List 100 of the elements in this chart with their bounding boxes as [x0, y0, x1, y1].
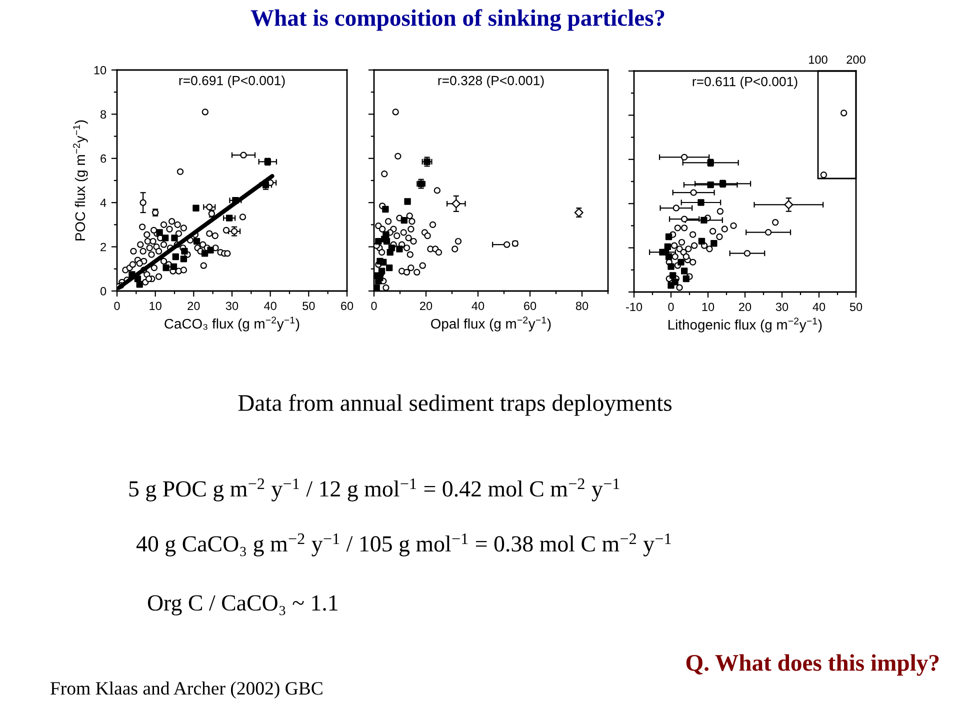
point — [672, 253, 678, 260]
point — [226, 214, 233, 222]
point — [162, 264, 170, 272]
point — [240, 152, 247, 158]
point — [721, 226, 728, 232]
y-tick-label: 6 — [100, 154, 106, 163]
point — [665, 253, 672, 260]
point — [676, 246, 683, 252]
point — [434, 187, 441, 194]
x-tick-label: 10 — [702, 302, 714, 312]
x-tick-label: 20 — [420, 302, 432, 310]
point — [382, 284, 390, 291]
point — [452, 199, 461, 208]
point — [388, 244, 396, 252]
x-tick-label: 0 — [371, 302, 377, 310]
point — [690, 242, 698, 249]
x-tick-label: 20 — [739, 302, 752, 312]
point — [171, 234, 178, 242]
point — [386, 264, 393, 272]
x-axis-title: Lithogenic flux (g m$^{−2}$y$^{−1}$) — [668, 318, 822, 332]
annotation: r=0.611 (P<0.001) — [692, 76, 798, 89]
x-tick-label: 0 — [668, 302, 674, 312]
x-tick-label: 0 — [114, 302, 120, 310]
x-tick-label: 100 — [809, 55, 828, 64]
point — [716, 233, 723, 240]
x-tick-label: 200 — [846, 55, 866, 64]
point — [504, 241, 510, 248]
x-tick-label: 40 — [264, 302, 276, 310]
point — [676, 284, 683, 291]
point — [404, 198, 411, 205]
point — [730, 222, 737, 230]
point — [410, 238, 417, 245]
point — [710, 240, 718, 247]
text: Data from annual sediment traps deployments — [238, 394, 672, 416]
x-tick-label: -10 — [626, 302, 642, 312]
point — [772, 219, 779, 226]
point — [193, 238, 200, 245]
x-tick-label: 60 — [524, 302, 536, 310]
point — [405, 234, 412, 242]
y-axis-title: POC flux (g m$^{−2}$y$^{−1}$) — [73, 120, 88, 240]
point — [180, 256, 188, 262]
point — [429, 221, 436, 228]
point — [206, 204, 213, 210]
point — [156, 229, 163, 236]
point — [690, 189, 697, 196]
point — [690, 231, 696, 238]
point — [378, 268, 386, 274]
text: 5 g POC g m$^{−2}$ y$^{−1}$ / 12 g mol$^{−1}$ = 0.42 mol C m$^{−2}$ y$^{−1}$ — [129, 478, 620, 502]
x-tick-label: 40 — [812, 302, 826, 312]
y-tick-label: 8 — [100, 110, 106, 119]
point — [670, 272, 676, 279]
point — [375, 238, 382, 245]
point — [435, 248, 442, 256]
point — [207, 246, 214, 254]
point — [690, 258, 696, 266]
point — [230, 228, 238, 235]
point — [381, 170, 388, 178]
point — [376, 258, 384, 264]
point — [403, 268, 410, 276]
point — [452, 246, 458, 252]
point — [414, 268, 420, 276]
x-tick-label: 10 — [150, 302, 162, 310]
point — [201, 250, 208, 257]
point — [162, 234, 169, 242]
point — [668, 263, 674, 270]
y-tick-label: 10 — [94, 66, 106, 74]
point — [136, 281, 143, 288]
point — [394, 232, 400, 240]
x-tick-label: 20 — [188, 302, 200, 310]
point — [424, 232, 431, 240]
point — [170, 263, 178, 270]
point — [408, 226, 414, 232]
point — [716, 208, 724, 215]
point — [419, 262, 426, 269]
point — [406, 251, 414, 258]
y-tick-label: 0 — [100, 287, 106, 296]
point — [682, 253, 690, 260]
x-axis-title: Opal flux (g m$^{−2}$y$^{−1}$) — [431, 316, 551, 332]
point — [682, 275, 690, 282]
point — [784, 200, 794, 210]
point — [698, 238, 706, 244]
point — [408, 218, 416, 225]
point — [394, 152, 402, 160]
point — [392, 108, 399, 116]
point — [181, 248, 188, 255]
point — [680, 268, 688, 274]
text: What is composition of sinking particles? — [250, 9, 664, 31]
point — [744, 250, 751, 257]
point — [382, 206, 389, 213]
point — [698, 199, 704, 206]
x-tick-label: 50 — [302, 302, 315, 310]
point — [374, 272, 380, 279]
y-tick-label: 4 — [100, 198, 106, 207]
point — [674, 224, 681, 232]
point — [406, 212, 413, 220]
point — [664, 243, 671, 250]
point — [709, 228, 716, 235]
point — [672, 278, 678, 286]
point — [172, 253, 179, 260]
point — [408, 264, 414, 272]
